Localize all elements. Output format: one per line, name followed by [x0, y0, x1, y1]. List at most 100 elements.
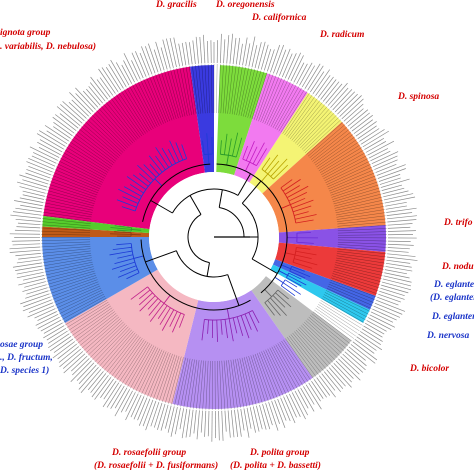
clade-stem — [131, 228, 142, 231]
tip-branch — [336, 209, 385, 218]
tip-branch — [280, 91, 308, 133]
leaf-label-tick — [91, 375, 109, 398]
label-ignota-group: ignota group — [0, 28, 51, 38]
tip-branch — [64, 149, 108, 175]
leaf-label-tick — [25, 290, 49, 299]
leaf-label-tick — [328, 367, 346, 387]
tip-branch — [51, 279, 98, 297]
tip-branch — [189, 65, 197, 115]
tip-branch — [54, 169, 100, 189]
tip-branch — [336, 257, 385, 267]
leaf-label-tick — [387, 243, 414, 246]
tip-branch — [66, 146, 109, 173]
tip-branch — [134, 82, 158, 127]
leaf-label-tick — [185, 41, 190, 65]
tip-branch — [41, 246, 91, 251]
tip-branch — [305, 320, 343, 354]
tip-branch — [243, 68, 255, 117]
subclade-branch — [296, 232, 311, 234]
leaf-label-tick — [22, 275, 45, 281]
leaf-label-tick — [263, 48, 272, 71]
leaf-label-tick — [26, 287, 48, 295]
label-trifoliae: D. trifo — [444, 218, 473, 228]
leaf-label-tick — [268, 402, 279, 431]
leaf-label-tick — [293, 62, 305, 83]
backbone-radial — [150, 200, 173, 214]
leaf-label-tick — [357, 125, 377, 140]
leaf-label-tick — [370, 150, 391, 162]
leaf-label-tick — [367, 140, 395, 156]
tip-branch — [78, 128, 118, 160]
label-rosaefolii-group: D. rosaefolii group — [112, 448, 187, 458]
tip-branch — [138, 348, 161, 393]
tip-branch — [48, 187, 96, 202]
tip-branch — [337, 225, 387, 229]
subclade-branch — [273, 164, 289, 180]
tip-branch — [174, 357, 186, 406]
leaf-label-tick — [346, 349, 367, 367]
tip-branch — [237, 358, 248, 407]
leaf-label-tick — [307, 65, 324, 91]
leaf-label-tick — [373, 155, 398, 167]
leaf-label-tick — [53, 121, 73, 137]
tip-branch — [70, 305, 111, 334]
tip-branch — [41, 243, 91, 248]
tip-branch — [41, 227, 91, 231]
tip-branch — [337, 234, 387, 236]
leaf-label-tick — [381, 184, 403, 191]
subclade-branch — [114, 258, 134, 265]
tip-branch — [161, 72, 177, 119]
leaf-label-tick — [387, 223, 413, 226]
leaf-label-tick — [344, 351, 366, 371]
leaf-label-tick — [59, 113, 79, 129]
subclade-branch — [286, 277, 302, 287]
leaf-label-tick — [387, 250, 409, 253]
tip-branch — [249, 71, 265, 119]
leaf-label-tick — [334, 91, 356, 113]
tip-branch — [82, 123, 121, 157]
leaf-label-tick — [260, 44, 269, 70]
tip-branch — [272, 84, 297, 128]
tip-branch — [147, 351, 167, 397]
leaf-label-tick — [330, 87, 349, 108]
tip-branch — [208, 360, 211, 410]
tip-branch — [258, 75, 277, 122]
label-bicolor: D. bicolor — [410, 364, 450, 374]
tip-branch — [337, 228, 387, 232]
leaf-label-tick — [387, 253, 416, 257]
subclade-branch — [224, 133, 228, 155]
leaf-label-tick — [46, 130, 68, 145]
leaf-label-tick — [353, 119, 374, 134]
leaf-label-tick — [366, 320, 387, 332]
leaf-label-tick — [256, 405, 263, 430]
tip-branch — [334, 266, 382, 279]
subclade-branch — [240, 315, 250, 339]
subclade-branch — [282, 282, 301, 295]
clade-stem — [207, 154, 210, 165]
leaf-label-tick — [220, 33, 222, 64]
label-spinosa: D. spinosa — [398, 92, 440, 102]
subclade-branch — [244, 313, 252, 330]
leaf-label-tick — [18, 256, 42, 260]
leaf-label-tick — [162, 39, 171, 69]
tip-branch — [337, 221, 387, 227]
leaf-label-tick — [19, 186, 46, 194]
subclade-branch — [270, 158, 288, 177]
tip-branch — [236, 66, 246, 116]
tip-branch — [182, 66, 192, 116]
leaf-label-tick — [15, 207, 42, 213]
leaf-label-tick — [38, 146, 60, 158]
subclade-branch — [149, 163, 160, 175]
backbone-radial — [218, 189, 223, 208]
clade-sector-rosaefolii — [65, 269, 199, 404]
leaf-label-tick — [368, 148, 389, 159]
leaf-label-tick — [343, 103, 364, 122]
tip-branch — [326, 164, 371, 185]
tip-branch — [307, 124, 346, 157]
tip-branch — [61, 155, 105, 179]
leaf-label-tick — [133, 396, 145, 420]
backbone-radial — [237, 173, 251, 196]
leaf-label-tick — [125, 392, 136, 412]
leaf-label-tick — [305, 384, 322, 410]
tip-branch — [275, 344, 301, 388]
